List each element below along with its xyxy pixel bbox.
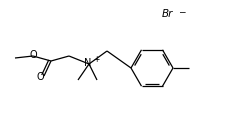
- Text: −: −: [178, 7, 185, 16]
- Text: O: O: [36, 72, 44, 82]
- Text: Br: Br: [162, 9, 173, 19]
- Text: +: +: [94, 55, 100, 63]
- Text: O: O: [29, 50, 37, 60]
- Text: N: N: [84, 58, 92, 68]
